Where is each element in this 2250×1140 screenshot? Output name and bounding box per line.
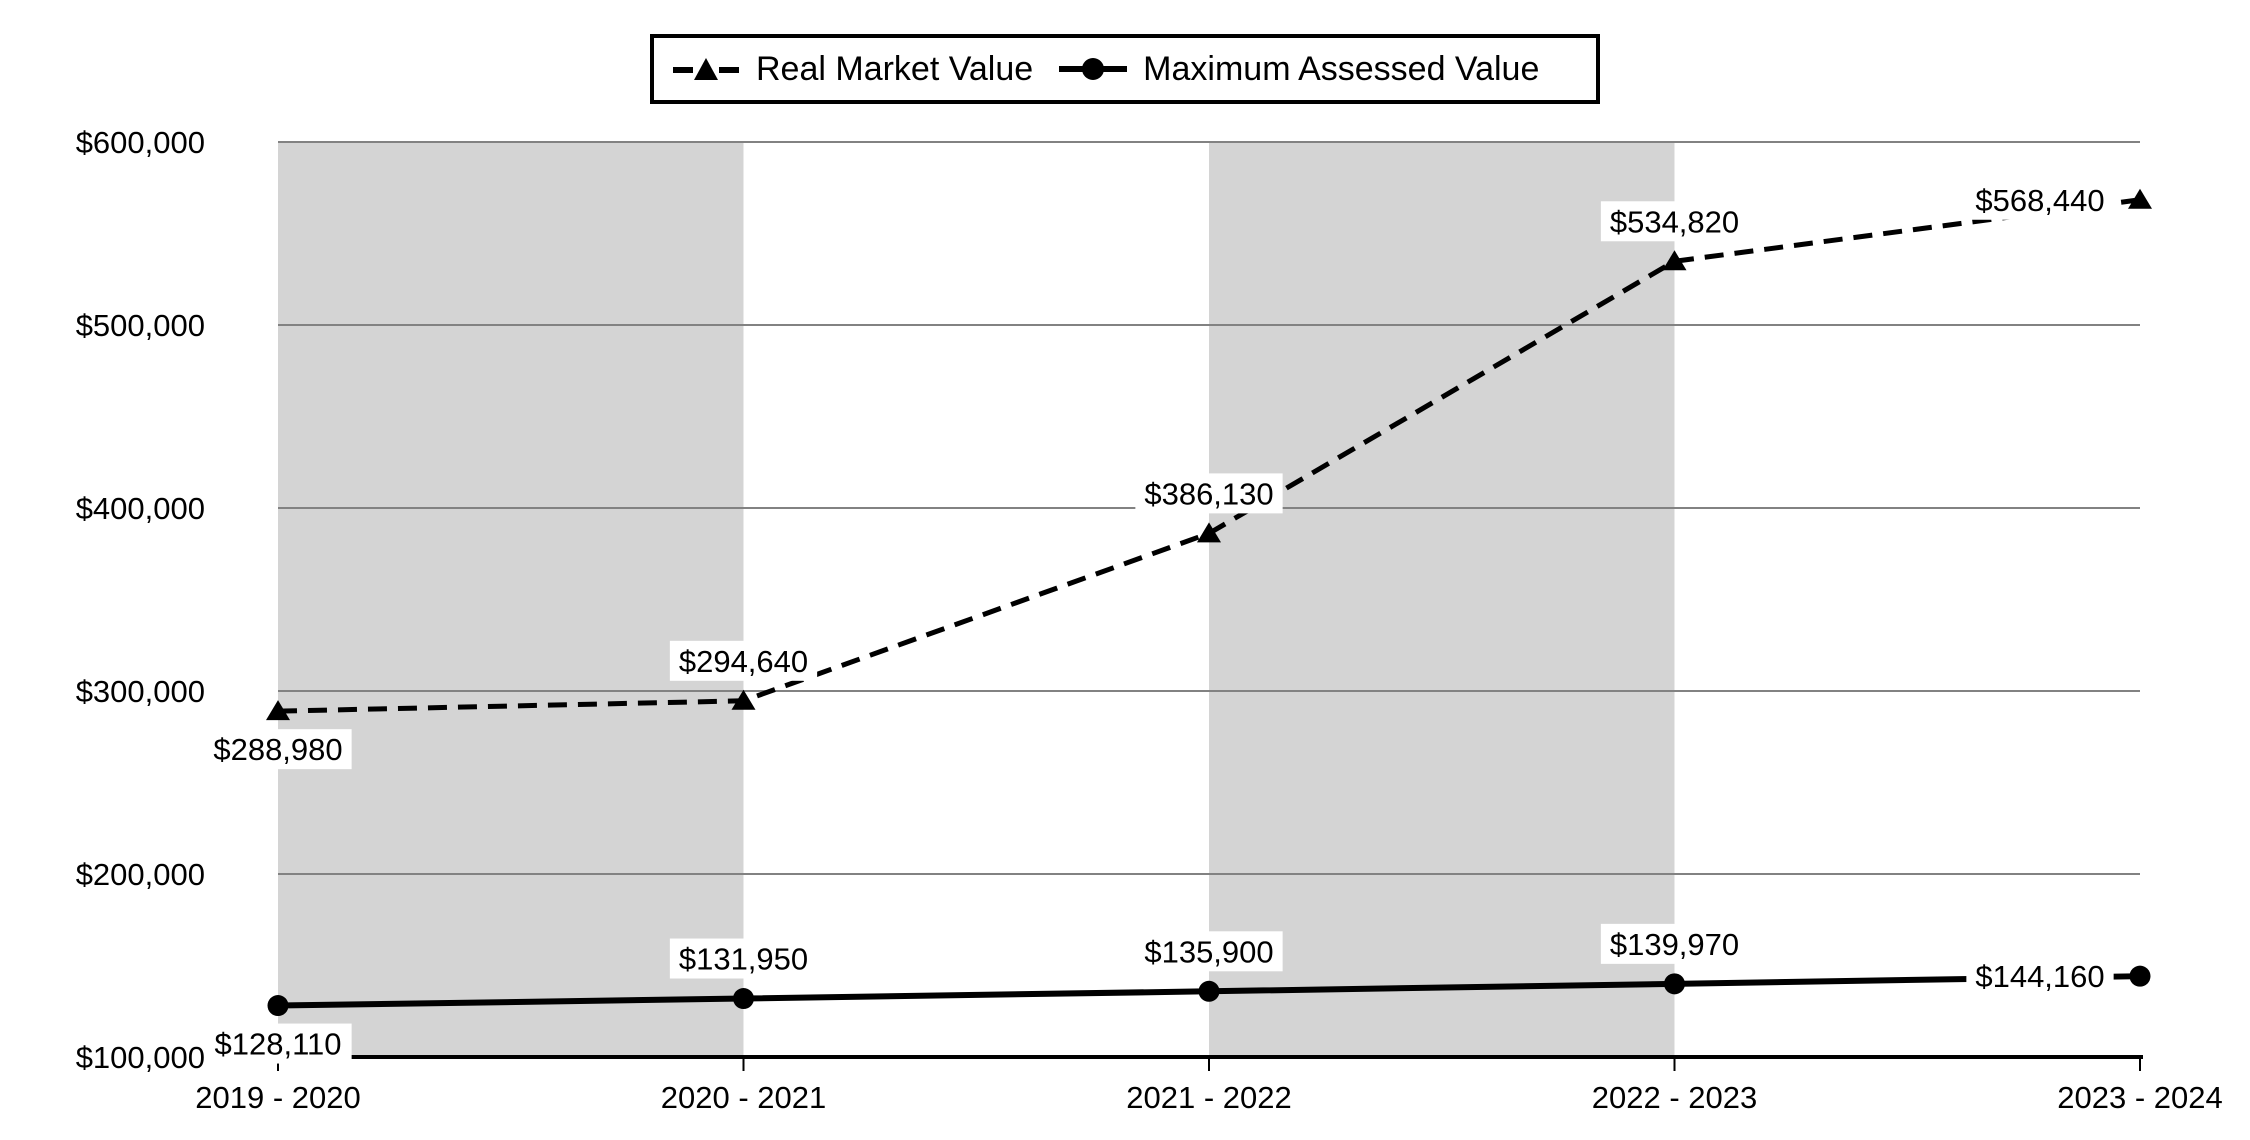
- data-label-maximum-assessed-value: $131,950: [679, 942, 808, 977]
- data-label-bg: [1135, 931, 1283, 972]
- legend-label-maximum-assessed-value: Maximum Assessed Value: [1143, 49, 1540, 88]
- y-axis-tick-label: $500,000: [76, 308, 205, 343]
- data-label-real-market-value: $294,640: [679, 644, 808, 679]
- data-label-maximum-assessed-value: $144,160: [1975, 959, 2104, 994]
- y-axis-tick-label: $600,000: [76, 125, 205, 160]
- data-label-bg: [669, 938, 818, 979]
- x-axis-label: 2022 - 2023: [1592, 1080, 1757, 1115]
- x-axis-label: 2021 - 2022: [1126, 1080, 1291, 1115]
- data-label-real-market-value: $386,130: [1144, 476, 1273, 511]
- data-point-marker-real-market-value: [731, 689, 756, 710]
- data-point-marker-real-market-value: [266, 700, 290, 721]
- x-axis-label: 2019 - 2020: [195, 1080, 360, 1115]
- data-label-bg: [1600, 923, 1749, 964]
- data-label-bg: [1966, 179, 2114, 220]
- data-label-bg: [204, 1023, 352, 1064]
- data-point-marker-maximum-assessed-value: [267, 995, 289, 1017]
- data-label-maximum-assessed-value: $139,970: [1610, 927, 1739, 962]
- data-point-marker-maximum-assessed-value: [2129, 965, 2151, 987]
- data-label-maximum-assessed-value: $128,110: [215, 1027, 342, 1062]
- data-point-marker-real-market-value: [2128, 188, 2152, 209]
- y-axis-tick-label: $400,000: [76, 491, 205, 526]
- data-point-marker-maximum-assessed-value: [1664, 973, 1685, 995]
- data-point-marker-real-market-value: [1662, 250, 1687, 271]
- y-axis-tick-label: $100,000: [76, 1040, 205, 1075]
- data-point-marker-maximum-assessed-value: [1198, 980, 1220, 1002]
- data-label-bg: [669, 640, 818, 681]
- data-label-bg: [1966, 956, 2114, 997]
- x-axis-label: 2020 - 2021: [661, 1080, 826, 1115]
- y-axis-tick-label: $300,000: [76, 674, 205, 709]
- legend-item-maximum-assessed-value: Maximum Assessed Value: [1059, 50, 1539, 89]
- legend-item-real-market-value: Real Market Value: [672, 50, 1033, 89]
- y-axis-tick-label: $200,000: [76, 857, 205, 892]
- data-label-maximum-assessed-value: $135,900: [1144, 934, 1273, 969]
- data-label-bg: [1600, 201, 1749, 242]
- data-label-bg: [204, 729, 352, 770]
- shaded-band: [1209, 142, 1675, 1057]
- data-label-real-market-value: $288,980: [213, 732, 342, 767]
- chart-legend: Real Market Value Maximum Assessed Value: [650, 34, 1600, 104]
- data-point-marker-maximum-assessed-value: [733, 988, 754, 1010]
- x-axis-label: 2023 - 2024: [2057, 1080, 2222, 1115]
- shaded-band: [278, 142, 744, 1057]
- data-point-marker-real-market-value: [1197, 522, 1221, 543]
- data-label-bg: [1135, 473, 1283, 514]
- data-label-real-market-value: $534,820: [1610, 204, 1739, 239]
- dashed-line-triangle-marker-icon: [673, 58, 739, 80]
- legend-label-real-market-value: Real Market Value: [756, 49, 1034, 88]
- solid-line-circle-marker-icon: [1059, 58, 1128, 80]
- data-label-real-market-value: $568,440: [1975, 183, 2104, 218]
